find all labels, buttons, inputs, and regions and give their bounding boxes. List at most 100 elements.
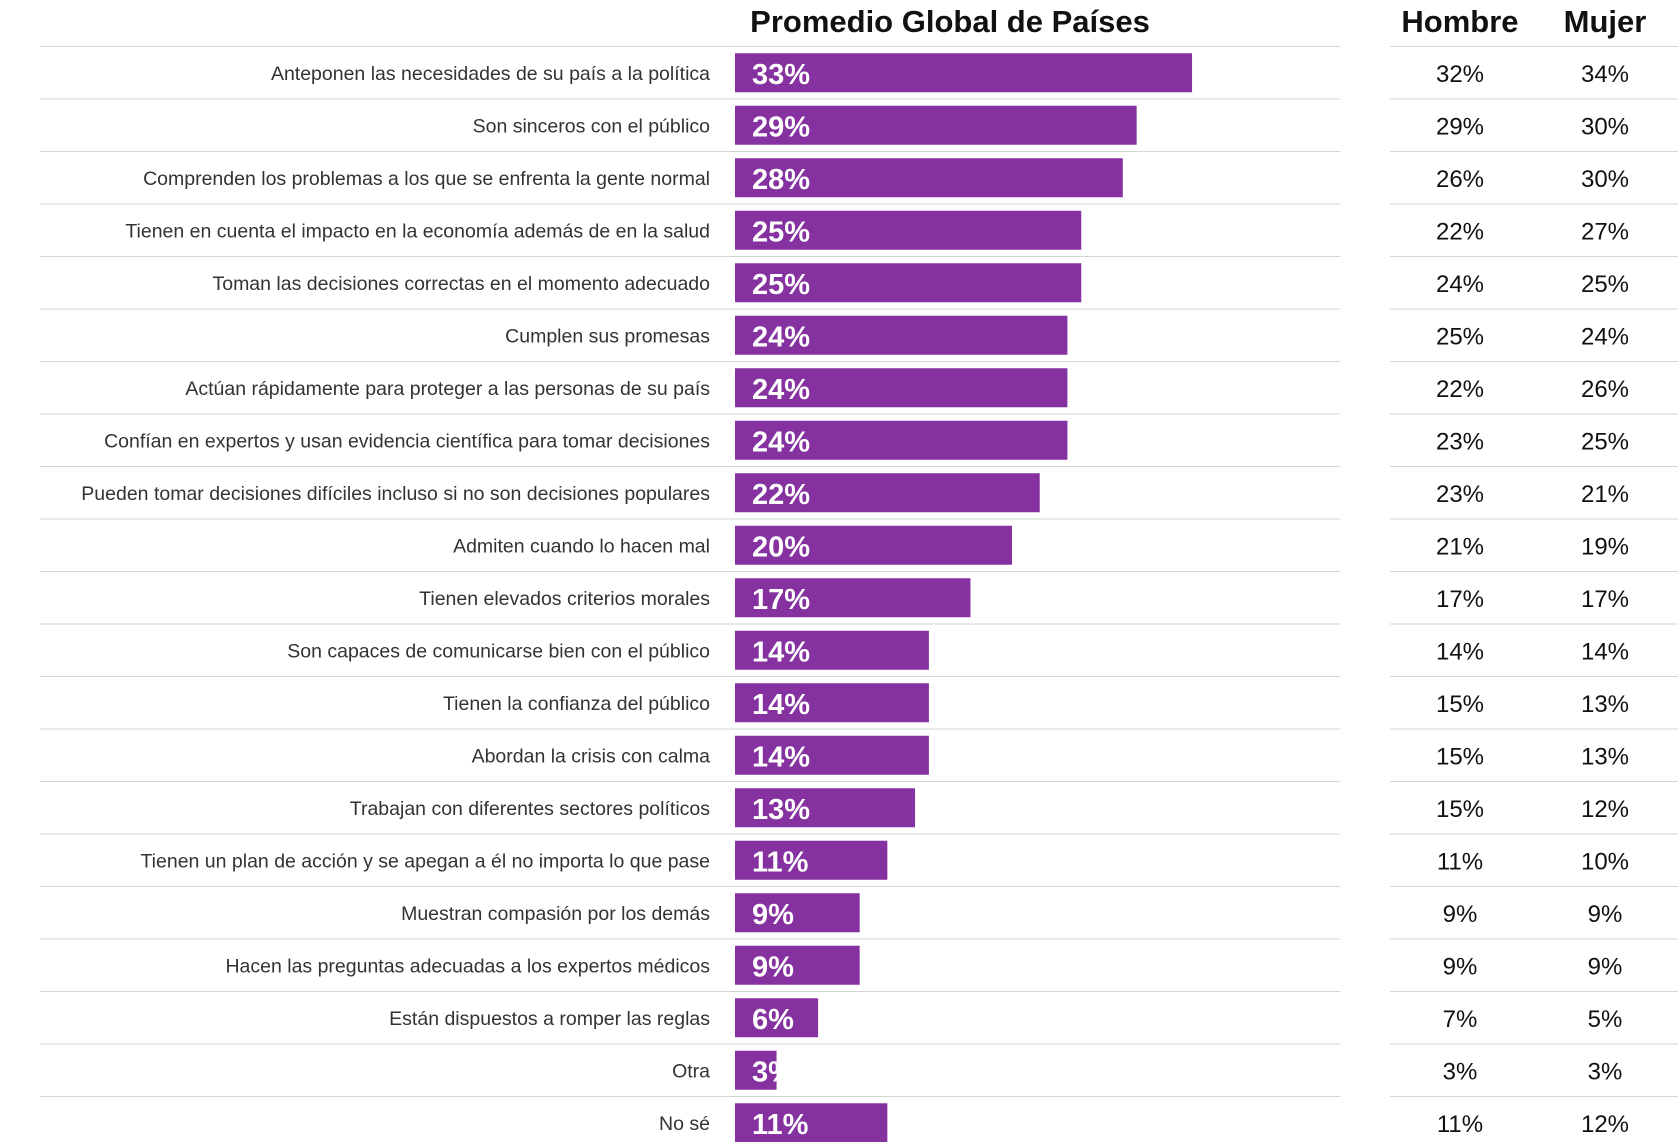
bar-value-label: 29% bbox=[752, 111, 810, 143]
bar bbox=[735, 368, 1068, 408]
category-label: Confían en expertos y usan evidencia cie… bbox=[104, 430, 710, 452]
bar bbox=[735, 158, 1123, 198]
hombre-value: 32% bbox=[1436, 61, 1484, 88]
bar bbox=[735, 683, 929, 723]
hombre-value: 7% bbox=[1443, 1006, 1478, 1033]
category-label: Muestran compasión por los demás bbox=[401, 903, 710, 925]
column-header-mujer: Mujer bbox=[1564, 4, 1647, 39]
bar bbox=[735, 630, 929, 670]
bar bbox=[735, 525, 1012, 565]
mujer-value: 12% bbox=[1581, 796, 1629, 823]
bar-value-label: 25% bbox=[752, 216, 810, 248]
category-label: Cumplen sus promesas bbox=[505, 325, 710, 347]
hombre-value: 11% bbox=[1437, 848, 1483, 875]
mujer-value: 13% bbox=[1581, 691, 1629, 718]
mujer-value: 30% bbox=[1581, 166, 1629, 193]
bar-value-label: 11% bbox=[752, 1109, 809, 1141]
hombre-value: 22% bbox=[1436, 376, 1484, 403]
category-label: Admiten cuando lo hacen mal bbox=[453, 535, 710, 557]
mujer-value: 30% bbox=[1581, 113, 1629, 140]
bar bbox=[735, 210, 1082, 250]
category-label: Abordan la crisis con calma bbox=[472, 745, 711, 767]
bar-value-label: 22% bbox=[752, 479, 810, 511]
category-label: Son sinceros con el público bbox=[473, 115, 711, 137]
bar-value-label: 28% bbox=[752, 164, 810, 196]
bar-value-label: 6% bbox=[752, 1004, 794, 1036]
mujer-value: 25% bbox=[1581, 428, 1629, 455]
bar-value-label: 14% bbox=[752, 689, 810, 721]
mujer-value: 21% bbox=[1581, 481, 1629, 508]
bar-value-label: 33% bbox=[752, 59, 810, 91]
hombre-value: 15% bbox=[1436, 691, 1484, 718]
bar-value-label: 24% bbox=[752, 426, 810, 458]
mujer-value: 5% bbox=[1588, 1006, 1623, 1033]
category-label: Pueden tomar decisiones difíciles inclus… bbox=[81, 483, 710, 505]
bar bbox=[735, 1050, 777, 1090]
bar-value-label: 25% bbox=[752, 269, 810, 301]
mujer-value: 34% bbox=[1581, 61, 1629, 88]
mujer-value: 17% bbox=[1581, 586, 1629, 613]
mujer-value: 14% bbox=[1581, 638, 1629, 665]
bar-value-label: 20% bbox=[752, 531, 810, 563]
column-header-hombre: Hombre bbox=[1401, 4, 1518, 39]
bar bbox=[735, 53, 1193, 93]
chart-rows: Anteponen las necesidades de su país a l… bbox=[40, 46, 1678, 1142]
bar bbox=[735, 788, 916, 828]
hombre-value: 29% bbox=[1436, 113, 1484, 140]
hombre-value: 9% bbox=[1443, 901, 1478, 928]
hombre-value: 23% bbox=[1436, 481, 1484, 508]
mujer-value: 13% bbox=[1581, 743, 1629, 770]
category-label: Actúan rápidamente para proteger a las p… bbox=[185, 378, 710, 400]
mujer-value: 27% bbox=[1581, 218, 1629, 245]
mujer-value: 9% bbox=[1588, 953, 1623, 980]
hombre-value: 23% bbox=[1436, 428, 1484, 455]
bar bbox=[735, 893, 860, 933]
bar-value-label: 24% bbox=[752, 374, 810, 406]
bar-value-label: 13% bbox=[752, 794, 810, 826]
hombre-value: 9% bbox=[1443, 953, 1478, 980]
hombre-value: 3% bbox=[1443, 1058, 1478, 1085]
hombre-value: 21% bbox=[1436, 533, 1484, 560]
category-label: Tienen elevados criterios morales bbox=[419, 588, 710, 610]
bar-value-label: 9% bbox=[752, 899, 794, 931]
bar bbox=[735, 263, 1082, 303]
category-label: Tienen un plan de acción y se apegan a é… bbox=[140, 850, 710, 872]
bar-value-label: 9% bbox=[752, 951, 794, 983]
category-label: Están dispuestos a romper las reglas bbox=[389, 1008, 710, 1030]
category-label: Tienen en cuenta el impacto en la econom… bbox=[125, 220, 710, 242]
mujer-value: 12% bbox=[1581, 1111, 1629, 1138]
hombre-value: 26% bbox=[1436, 166, 1484, 193]
chart-title: Promedio Global de Países bbox=[750, 4, 1150, 39]
mujer-value: 25% bbox=[1581, 271, 1629, 298]
category-label: Son capaces de comunicarse bien con el p… bbox=[287, 640, 710, 662]
category-label: Tienen la confianza del público bbox=[443, 693, 710, 715]
bar bbox=[735, 998, 819, 1038]
bar-value-label: 24% bbox=[752, 321, 810, 353]
bar bbox=[735, 315, 1068, 355]
hombre-value: 14% bbox=[1436, 638, 1484, 665]
mujer-value: 9% bbox=[1588, 901, 1623, 928]
bar bbox=[735, 420, 1068, 460]
hombre-value: 24% bbox=[1436, 271, 1484, 298]
hombre-value: 22% bbox=[1436, 218, 1484, 245]
bar bbox=[735, 1103, 888, 1142]
bar-value-label: 17% bbox=[752, 584, 810, 616]
mujer-value: 10% bbox=[1581, 848, 1629, 875]
category-label: Comprenden los problemas a los que se en… bbox=[143, 168, 710, 190]
bar bbox=[735, 735, 929, 775]
hombre-value: 15% bbox=[1436, 743, 1484, 770]
category-label: No sé bbox=[659, 1113, 710, 1135]
bar bbox=[735, 105, 1137, 145]
hombre-value: 25% bbox=[1436, 323, 1484, 350]
category-label: Hacen las preguntas adecuadas a los expe… bbox=[225, 955, 710, 977]
category-label: Toman las decisiones correctas en el mom… bbox=[212, 273, 710, 295]
hombre-value: 17% bbox=[1436, 586, 1484, 613]
bar-value-label: 14% bbox=[752, 636, 810, 668]
category-label: Anteponen las necesidades de su país a l… bbox=[271, 63, 710, 85]
category-label: Otra bbox=[672, 1060, 710, 1082]
bar bbox=[735, 945, 860, 985]
bar-value-label: 3% bbox=[752, 1056, 794, 1088]
mujer-value: 24% bbox=[1581, 323, 1629, 350]
bar bbox=[735, 473, 1040, 513]
